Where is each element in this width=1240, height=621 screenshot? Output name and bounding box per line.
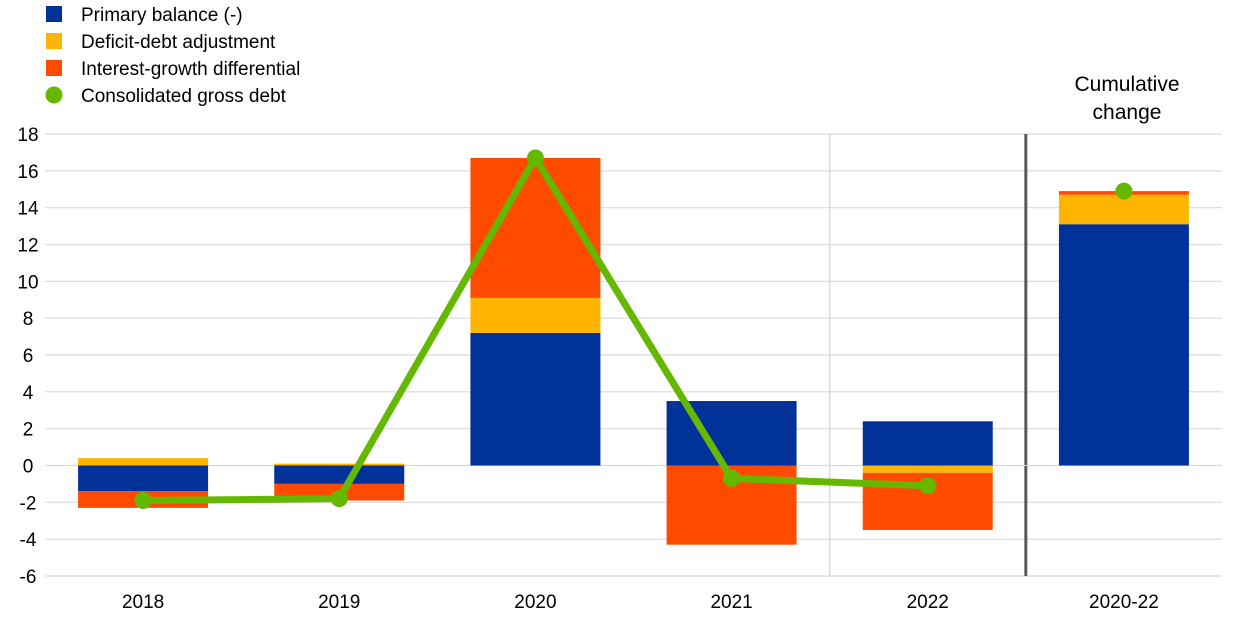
x-tick-label: 2022 bbox=[907, 592, 949, 613]
legend-label: Primary balance (-) bbox=[81, 5, 243, 26]
gridlines bbox=[45, 133, 1222, 577]
legend-swatch bbox=[46, 33, 62, 49]
bar-segment bbox=[274, 465, 405, 484]
bar-segment bbox=[862, 465, 993, 473]
y-tick-label: 10 bbox=[17, 272, 38, 293]
y-tick-label: 16 bbox=[17, 162, 38, 183]
legend-label: Consolidated gross debt bbox=[81, 86, 287, 107]
y-tick-label: 4 bbox=[23, 383, 34, 404]
y-tick-label: 14 bbox=[17, 199, 39, 220]
bar-segment bbox=[1058, 224, 1189, 466]
annotation-line-1: Cumulative bbox=[1074, 73, 1179, 96]
y-tick-label: 6 bbox=[23, 346, 34, 367]
x-tick-label: 2018 bbox=[122, 592, 164, 613]
x-tick-label: 2019 bbox=[318, 592, 360, 613]
y-tick-label: 12 bbox=[17, 236, 38, 257]
debt-point bbox=[526, 149, 544, 167]
debt-point bbox=[919, 477, 937, 495]
y-axis-ticks: -6 -4 -2 0 2 4 6 8 10 12 14 16 18 bbox=[17, 125, 39, 588]
annotation-line-2: change bbox=[1093, 101, 1162, 124]
legend-label: Deficit-debt adjustment bbox=[81, 32, 276, 53]
legend-swatch bbox=[46, 6, 62, 22]
legend-label: Interest-growth differential bbox=[81, 59, 300, 80]
x-axis-ticks: 2018 2019 2020 2021 2022 2020-22 bbox=[122, 592, 1159, 613]
bar-segment bbox=[78, 458, 209, 466]
bar-segment bbox=[78, 465, 209, 492]
y-tick-label: -6 bbox=[20, 567, 37, 588]
bar-segment bbox=[470, 297, 601, 333]
x-tick-label: 2021 bbox=[710, 592, 752, 613]
bar-segment bbox=[1058, 194, 1189, 225]
debt-point bbox=[723, 469, 741, 487]
debt-line bbox=[134, 149, 1133, 509]
bar-segment bbox=[470, 332, 601, 466]
y-tick-label: 18 bbox=[17, 125, 38, 146]
bars bbox=[78, 157, 1189, 545]
legend-marker bbox=[45, 86, 63, 104]
legend: Primary balance (-) Deficit-debt adjustme… bbox=[45, 5, 300, 107]
y-tick-label: 2 bbox=[23, 420, 34, 441]
y-tick-label: -4 bbox=[20, 530, 37, 551]
debt-point bbox=[330, 490, 348, 508]
y-tick-label: 0 bbox=[23, 457, 34, 478]
y-tick-label: 8 bbox=[23, 309, 34, 330]
x-tick-label: 2020 bbox=[514, 592, 556, 613]
x-tick-label: 2020-22 bbox=[1089, 592, 1159, 613]
bar-segment bbox=[274, 463, 405, 466]
debt-point bbox=[134, 491, 152, 509]
debt-point bbox=[1115, 182, 1133, 200]
y-tick-label: -2 bbox=[20, 493, 37, 514]
bar-segment bbox=[862, 421, 993, 466]
legend-swatch bbox=[46, 60, 62, 76]
